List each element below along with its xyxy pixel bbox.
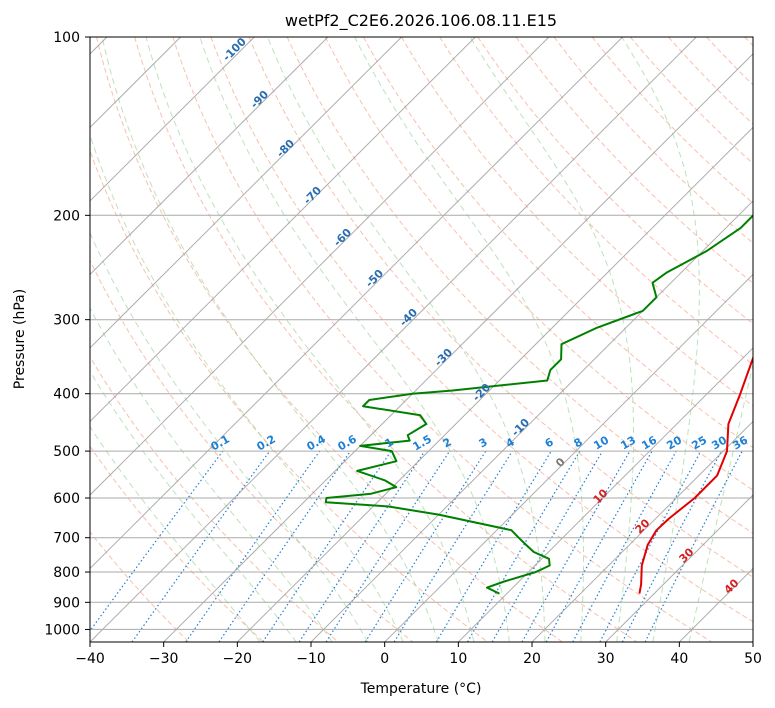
moist-adiabat xyxy=(90,133,404,642)
mixing-ratio-line xyxy=(262,450,392,642)
dry-adiabat xyxy=(96,37,563,642)
dry-adiabat xyxy=(286,37,753,534)
moist-adiabat xyxy=(354,37,584,642)
y-tick-label: 400 xyxy=(53,387,80,403)
moist-adiabat xyxy=(267,37,546,642)
isotherm-line xyxy=(90,37,329,276)
isotherm-line xyxy=(90,37,255,202)
mixing-ratio-line xyxy=(545,450,653,642)
x-tick-label: 30 xyxy=(597,651,615,667)
y-tick-label: 500 xyxy=(53,444,80,460)
mixing-ratio-line xyxy=(131,450,271,642)
y-tick-label: 700 xyxy=(53,531,80,547)
moist-adiabat xyxy=(90,370,297,642)
y-tick-label: 100 xyxy=(53,30,80,46)
dry-adiabat xyxy=(90,149,488,642)
mixing-ratio-line xyxy=(644,450,743,642)
dewpoint-profile-line xyxy=(324,214,753,595)
x-tick-label: 50 xyxy=(744,651,762,667)
mixing-ratio-line xyxy=(325,450,451,642)
y-tick-label: 300 xyxy=(53,313,80,329)
isotherm-line xyxy=(236,126,753,642)
dry-adiabat xyxy=(629,37,753,165)
isotherm-line xyxy=(384,273,753,642)
x-tick-label: −20 xyxy=(223,651,253,667)
mixing-ratio-line xyxy=(572,450,677,642)
isotherm-line xyxy=(90,37,402,349)
plot-frame xyxy=(89,36,754,643)
dry-adiabat xyxy=(515,37,753,284)
isotherm-line xyxy=(90,37,697,642)
y-tick-label: 200 xyxy=(53,208,80,224)
dry-adiabat xyxy=(134,37,638,642)
mixing-ratio-line xyxy=(185,450,321,642)
isotherm-line xyxy=(90,37,623,570)
x-tick-label: 40 xyxy=(670,651,688,667)
isotherm-line xyxy=(457,347,753,642)
y-tick-label: 900 xyxy=(53,595,80,611)
dry-adiabat xyxy=(248,37,753,578)
moist-adiabat xyxy=(90,307,333,642)
dry-adiabat xyxy=(439,37,753,366)
x-tick-label: −30 xyxy=(149,651,179,667)
isotherm-line xyxy=(90,37,476,423)
dry-adiabat xyxy=(362,37,753,449)
x-tick-label: 0 xyxy=(380,651,389,667)
mixing-ratio-line xyxy=(364,450,487,642)
dry-adiabat xyxy=(401,37,753,407)
y-tick-label: 800 xyxy=(53,565,80,581)
y-axis-title: Pressure (hPa) xyxy=(12,289,28,389)
isotherm-line xyxy=(310,200,753,642)
isotherm-line xyxy=(531,420,753,642)
temperature-profile-line xyxy=(638,355,753,594)
x-tick-label: −40 xyxy=(75,651,105,667)
isotherm-line xyxy=(163,53,753,642)
dry-adiabat xyxy=(210,37,753,623)
mixing-ratio-line xyxy=(298,450,426,642)
y-tick-label: 600 xyxy=(53,491,80,507)
moist-adiabat xyxy=(101,37,439,642)
moist-adiabat xyxy=(90,425,261,642)
dry-adiabat xyxy=(172,37,712,642)
x-tick-label: 10 xyxy=(449,651,467,667)
moist-adiabat xyxy=(621,37,700,642)
moist-adiabat xyxy=(199,37,510,642)
x-tick-label: 20 xyxy=(523,651,541,667)
dry-adiabat xyxy=(90,445,264,642)
x-tick-label: −10 xyxy=(296,651,326,667)
dry-adiabat xyxy=(324,37,753,491)
moist-adiabat xyxy=(90,231,369,642)
mixing-ratio-line xyxy=(521,450,631,642)
mixing-ratio-line xyxy=(218,450,351,642)
mixing-ratio-line xyxy=(393,450,513,642)
mixing-ratio-line xyxy=(90,450,224,632)
isotherm-line xyxy=(90,37,550,496)
moist-adiabat xyxy=(688,361,753,642)
y-tick-label: 1000 xyxy=(44,622,80,638)
dry-adiabat xyxy=(553,37,753,244)
isotherm-line xyxy=(605,494,753,642)
x-axis-title: Temperature (°C) xyxy=(360,681,482,697)
chart-title: wetPf2_C2E6.2026.106.08.11.E15 xyxy=(285,11,557,31)
moist-adiabat xyxy=(145,37,475,642)
